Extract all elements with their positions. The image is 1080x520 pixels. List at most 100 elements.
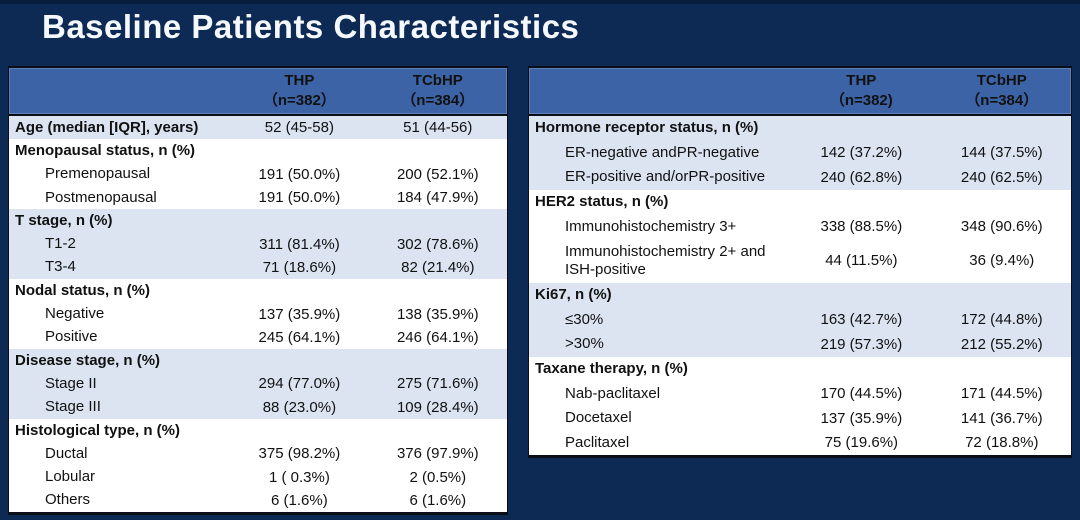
row-value-thp: 163 (42.7%) xyxy=(820,311,903,329)
table-row: Postmenopausal 191 (50.0%) 184 (47.9%) xyxy=(9,185,507,210)
row-label: T3-4 xyxy=(45,258,76,276)
row-value-tcbhp: 172 (44.8%) xyxy=(960,311,1043,329)
table-row: Negative 137 (35.9%) 138 (35.9%) xyxy=(9,302,507,326)
row-value-tcbhp xyxy=(933,357,1071,382)
table-row: T3-4 71 (18.6%) 82 (21.4%) xyxy=(9,255,507,280)
table-row: ER-positive and/orPR-positive 240 (62.8%)… xyxy=(529,165,1071,190)
column-n: （n=382） xyxy=(262,92,336,109)
row-value-thp xyxy=(790,357,932,382)
row-value-tcbhp: 144 (37.5%) xyxy=(960,144,1043,162)
row-label: T stage, n (%) xyxy=(15,211,113,229)
row-value-thp: 191 (50.0%) xyxy=(258,189,341,207)
row-value-thp xyxy=(230,139,368,162)
column-n: （n=384） xyxy=(965,92,1039,109)
row-value-thp: 44 (11.5%) xyxy=(825,252,898,270)
table-row: HER2 status, n (%) xyxy=(529,189,1071,215)
row-label: ER-positive and/orPR-positive xyxy=(565,168,766,186)
row-label: T1-2 xyxy=(45,235,76,253)
row-value-tcbhp: 82 (21.4%) xyxy=(401,258,475,276)
row-value-thp: 142 (37.2%) xyxy=(820,144,903,162)
table-row: Ductal 375 (98.2%) 376 (97.9%) xyxy=(9,442,507,466)
table-header: THP （n=382) TCbHP （n=384） xyxy=(529,68,1071,116)
row-value-thp: 88 (23.0%) xyxy=(262,398,337,416)
row-value-tcbhp xyxy=(369,279,507,302)
row-value-tcbhp: 212 (55.2%) xyxy=(960,335,1043,353)
row-value-tcbhp: 246 (64.1%) xyxy=(396,328,479,346)
table-row: ER-negative andPR-negative 142 (37.2%) 144… xyxy=(529,140,1071,166)
row-value-thp: 71 (18.6%) xyxy=(262,258,337,276)
column-name: TCbHP xyxy=(412,72,463,89)
slide-top-edge xyxy=(0,0,1080,4)
page-title: Baseline Patients Characteristics xyxy=(42,8,580,45)
row-value-tcbhp xyxy=(933,116,1071,141)
row-label: Histological type, n (%) xyxy=(15,421,181,439)
row-value-thp xyxy=(790,190,932,215)
row-value-thp: 191 (50.0%) xyxy=(258,165,341,183)
row-label: Postmenopausal xyxy=(45,188,157,206)
row-label: HER2 status, n (%) xyxy=(535,193,669,211)
header-empty-cell xyxy=(529,68,790,114)
row-value-tcbhp: 302 (78.6%) xyxy=(396,235,479,253)
row-label: Taxane therapy, n (%) xyxy=(535,360,688,378)
table-row: T1-2 311 (81.4%) 302 (78.6%) xyxy=(9,232,507,256)
table-row: Nodal status, n (%) xyxy=(9,279,507,303)
table-row: Premenopausal 191 (50.0%) 200 (52.1%) xyxy=(9,162,507,186)
row-label: Stage II xyxy=(45,374,97,392)
row-value-tcbhp: 171 (44.5%) xyxy=(960,385,1043,403)
column-n: （n=382) xyxy=(829,92,893,109)
row-label: Immunohistochemistry 3+ xyxy=(565,217,737,235)
column-header-thp: THP （n=382） xyxy=(230,68,368,114)
row-value-tcbhp: 141 (36.7%) xyxy=(960,409,1043,427)
row-value-tcbhp: 275 (71.6%) xyxy=(396,375,479,393)
row-value-tcbhp: 72 (18.8%) xyxy=(965,434,1039,452)
table-row: Positive 245 (64.1%) 246 (64.1%) xyxy=(9,325,507,349)
row-value-thp: 294 (77.0%) xyxy=(258,375,341,393)
table-row: Hormone receptor status, n (%) xyxy=(529,116,1071,141)
row-label: >30% xyxy=(565,335,604,353)
table-row: >30% 219 (57.3%) 212 (55.2%) xyxy=(529,332,1071,357)
row-label: Ki67, n (%) xyxy=(535,286,612,304)
row-value-tcbhp xyxy=(369,209,507,232)
row-value-tcbhp: 200 (52.1%) xyxy=(396,165,479,183)
header-empty-cell xyxy=(9,68,230,114)
table-row: Stage III 88 (23.0%) 109 (28.4%) xyxy=(9,395,507,419)
table-row: Stage II 294 (77.0%) 275 (71.6%) xyxy=(9,372,507,396)
row-value-tcbhp: 2 (0.5%) xyxy=(409,468,467,486)
table-row: Docetaxel 137 (35.9%) 141 (36.7%) xyxy=(529,405,1071,431)
row-value-tcbhp: 138 (35.9%) xyxy=(396,305,479,323)
row-value-thp: 245 (64.1%) xyxy=(258,328,341,346)
column-header-tcbhp: TCbHP （n=384） xyxy=(933,68,1071,114)
row-label: Immunohistochemistry 2+ and ISH-positive xyxy=(565,242,766,278)
row-value-tcbhp: 240 (62.5%) xyxy=(960,168,1043,186)
row-value-tcbhp xyxy=(933,283,1071,308)
table-body: Hormone receptor status, n (%) ER-negativ… xyxy=(529,116,1071,456)
row-value-tcbhp: 184 (47.9%) xyxy=(396,189,479,207)
column-header-tcbhp: TCbHP （n=384） xyxy=(369,68,507,114)
row-value-thp xyxy=(230,279,368,302)
table-row: Lobular 1 ( 0.3%) 2 (0.5%) xyxy=(9,465,507,489)
row-value-thp: 311 (81.4%) xyxy=(259,235,340,253)
column-name: TCbHP xyxy=(976,72,1027,89)
column-n: （n=384） xyxy=(401,92,475,109)
row-label: Paclitaxel xyxy=(565,433,630,451)
row-label: Positive xyxy=(45,328,98,346)
table-row: T stage, n (%) xyxy=(9,209,507,233)
row-value-tcbhp xyxy=(933,190,1071,215)
column-header-thp: THP （n=382) xyxy=(790,68,932,114)
column-name: THP xyxy=(284,72,315,89)
row-value-tcbhp xyxy=(369,349,507,372)
table-row: Nab-paclitaxel 170 (44.5%) 171 (44.5%) xyxy=(529,381,1071,406)
row-value-tcbhp: 36 (9.4%) xyxy=(969,252,1035,270)
row-label: Lobular xyxy=(45,468,96,486)
row-label: ≤30% xyxy=(565,310,604,328)
table-row: Paclitaxel 75 (19.6%) 72 (18.8%) xyxy=(529,430,1071,456)
row-value-tcbhp xyxy=(369,419,507,442)
row-value-thp: 137 (35.9%) xyxy=(258,305,341,323)
row-label: Negative xyxy=(45,305,105,323)
table-row: Immunohistochemistry 3+ 338 (88.5%) 348 (9… xyxy=(529,214,1071,239)
table-row: Immunohistochemistry 2+ and ISH-positive… xyxy=(529,238,1071,283)
table-body: Age (median [IQR], years) 52 (45-58) 51 (4… xyxy=(9,116,507,513)
row-value-tcbhp: 109 (28.4%) xyxy=(396,398,479,416)
table-row: ≤30% 163 (42.7%) 172 (44.8%) xyxy=(529,307,1071,333)
row-label: Docetaxel xyxy=(565,409,632,427)
